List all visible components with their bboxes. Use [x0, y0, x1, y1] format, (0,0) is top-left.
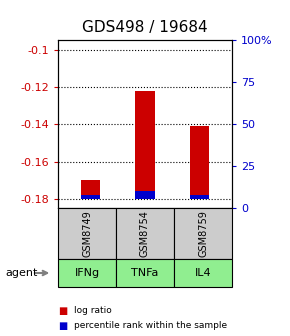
Text: ■: ■ — [58, 321, 67, 331]
Bar — [81, 180, 100, 199]
Text: percentile rank within the sample: percentile rank within the sample — [74, 321, 227, 330]
Title: GDS498 / 19684: GDS498 / 19684 — [82, 20, 208, 35]
Text: IFNg: IFNg — [75, 268, 99, 278]
Bar — [135, 191, 155, 199]
Text: IL4: IL4 — [195, 268, 211, 278]
Text: agent: agent — [6, 268, 38, 278]
Text: log ratio: log ratio — [74, 306, 112, 315]
Bar — [81, 195, 100, 199]
Text: ■: ■ — [58, 306, 67, 316]
Bar — [135, 91, 155, 199]
Bar — [190, 195, 209, 199]
Text: GSM8754: GSM8754 — [140, 210, 150, 257]
Text: TNFa: TNFa — [131, 268, 159, 278]
Text: GSM8749: GSM8749 — [82, 210, 92, 257]
Bar — [190, 126, 209, 199]
Text: GSM8759: GSM8759 — [198, 210, 208, 257]
